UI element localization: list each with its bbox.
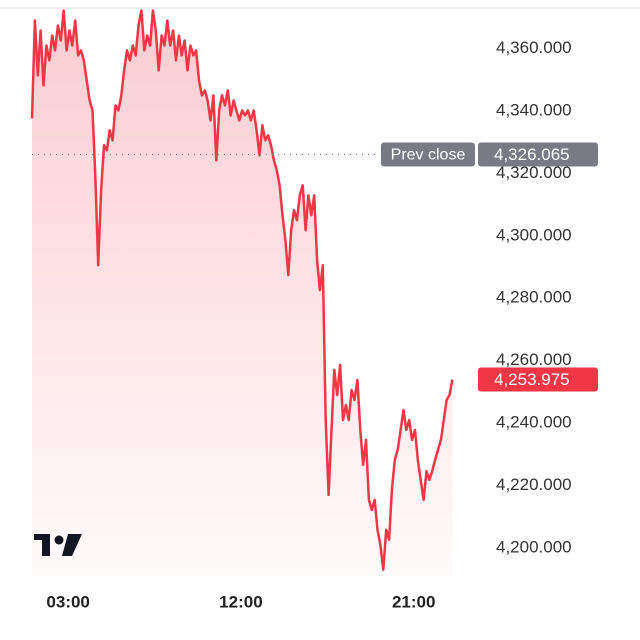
y-tick-label: 4,340.000 xyxy=(496,100,572,119)
last-price-tag xyxy=(478,367,598,392)
y-tick-label: 4,280.000 xyxy=(496,288,572,307)
y-tick-label: 4,260.000 xyxy=(496,350,572,369)
logo xyxy=(34,534,82,556)
y-tick-label: 4,320.000 xyxy=(496,163,572,182)
last-price-label: 4,253.975 xyxy=(494,370,570,389)
prev-close-value-tag xyxy=(478,142,598,167)
prev-close-label: Prev close xyxy=(391,147,466,164)
price-line xyxy=(30,9,454,572)
y-tick-label: 4,220.000 xyxy=(496,475,572,494)
prev-close-tag xyxy=(381,142,475,167)
area-fill xyxy=(32,10,453,576)
y-tick-label: 4,200.000 xyxy=(496,537,572,556)
x-tick-label: 03:00 xyxy=(46,592,89,611)
x-tick-label: 21:00 xyxy=(392,592,435,611)
y-tick-label: 4,300.000 xyxy=(496,225,572,244)
y-tick-label: 4,240.000 xyxy=(496,413,572,432)
plot-area xyxy=(30,9,454,576)
y-tick-label: 4,360.000 xyxy=(496,38,572,57)
prev-close-value: 4,326.065 xyxy=(494,145,570,164)
x-tick-label: 12:00 xyxy=(219,592,262,611)
